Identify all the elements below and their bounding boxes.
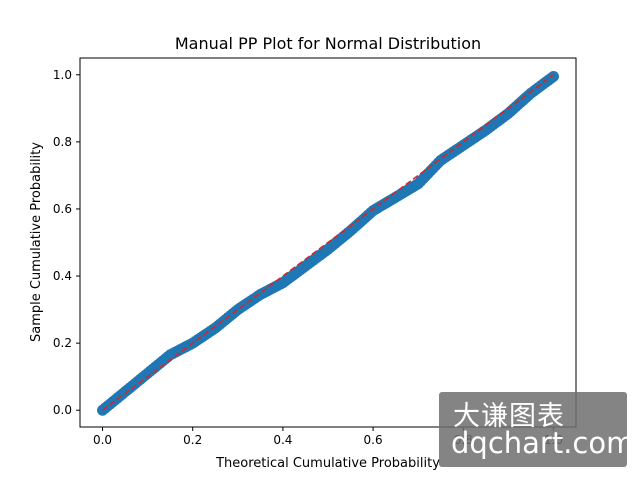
chart-title: Manual PP Plot for Normal Distribution <box>175 34 481 53</box>
plot-frame <box>79 57 577 428</box>
x-tick-label: 0.0 <box>93 433 112 447</box>
y-axis-label: Sample Cumulative Probability <box>29 142 44 342</box>
y-tick-label: 0.2 <box>53 336 72 350</box>
reference-line <box>102 74 554 411</box>
data-point <box>547 70 559 82</box>
y-tick-label: 0.0 <box>53 403 72 417</box>
x-tick-label: 0.4 <box>273 433 292 447</box>
y-tick-label: 0.6 <box>53 202 72 216</box>
reference-line-segment <box>102 74 554 411</box>
y-axis-ticks: 0.0 0.2 0.4 0.6 0.8 1.0 <box>53 68 80 417</box>
y-tick-label: 0.4 <box>53 269 72 283</box>
watermark: 大谦图表 dqchart.com <box>439 392 634 467</box>
x-tick-label: 0.2 <box>183 433 202 447</box>
y-tick-label: 0.8 <box>53 135 72 149</box>
watermark-line1: 大谦图表 <box>453 401 565 432</box>
data-points <box>97 70 559 416</box>
x-axis-label: Theoretical Cumulative Probability <box>215 456 440 471</box>
watermark-line2: dqchart.com <box>451 426 635 460</box>
y-tick-label: 1.0 <box>53 68 72 82</box>
x-tick-label: 0.6 <box>364 433 383 447</box>
